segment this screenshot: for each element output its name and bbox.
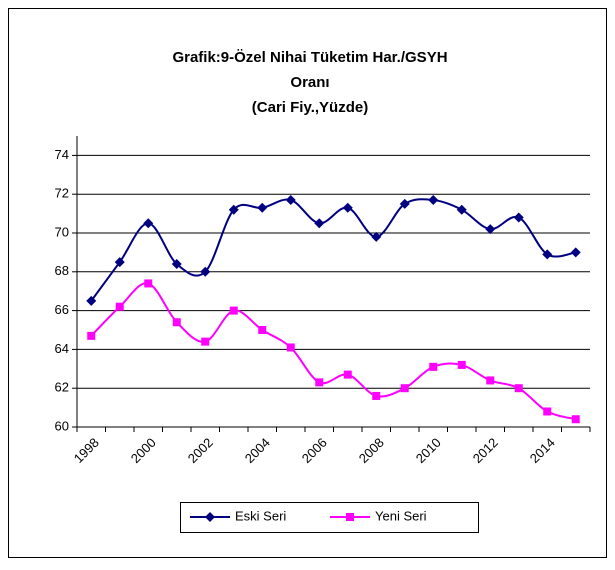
point [513, 212, 524, 223]
point [172, 318, 181, 327]
legend-label: Eski Seri [235, 508, 286, 523]
legend-box [180, 502, 479, 533]
point [144, 279, 153, 288]
y-tick-label: 68 [55, 263, 69, 278]
y-tick-label: 72 [55, 186, 69, 201]
point [542, 249, 553, 260]
point [399, 198, 410, 209]
point [570, 247, 581, 258]
point [257, 202, 268, 213]
point [258, 326, 267, 334]
point [543, 407, 552, 416]
point [457, 360, 466, 369]
point [201, 337, 210, 346]
y-tick-label: 62 [55, 380, 69, 395]
point [228, 204, 239, 215]
point [115, 302, 124, 311]
point [514, 384, 523, 393]
point [371, 231, 382, 242]
y-tick-label: 70 [55, 224, 69, 239]
point [346, 513, 354, 521]
y-tick-label: 60 [55, 418, 69, 433]
chart-frame [8, 8, 607, 558]
point [286, 343, 295, 352]
point [429, 362, 438, 371]
point [571, 415, 580, 424]
point [315, 378, 324, 387]
point [342, 202, 353, 213]
y-tick-label: 66 [55, 302, 69, 317]
point [372, 391, 381, 400]
point [87, 331, 96, 340]
y-tick-label: 64 [55, 341, 69, 356]
point [114, 257, 125, 268]
chart-title: Grafik:9-Özel Nihai Tüketim Har./GSYH [172, 49, 447, 66]
point [285, 195, 296, 206]
point [343, 370, 352, 379]
point [86, 295, 97, 306]
point [428, 195, 439, 206]
point [456, 204, 467, 215]
chart-title: Oranı [290, 74, 329, 91]
point [200, 266, 211, 277]
y-tick-label: 74 [55, 147, 69, 162]
point [485, 224, 496, 235]
point [314, 218, 325, 229]
point [400, 384, 409, 393]
point [486, 376, 495, 385]
point [143, 218, 154, 229]
point [205, 512, 215, 522]
legend-label: Yeni Seri [375, 508, 427, 523]
point [229, 306, 238, 315]
point [171, 259, 182, 270]
chart-title: (Cari Fiy.,Yüzde) [252, 99, 368, 116]
